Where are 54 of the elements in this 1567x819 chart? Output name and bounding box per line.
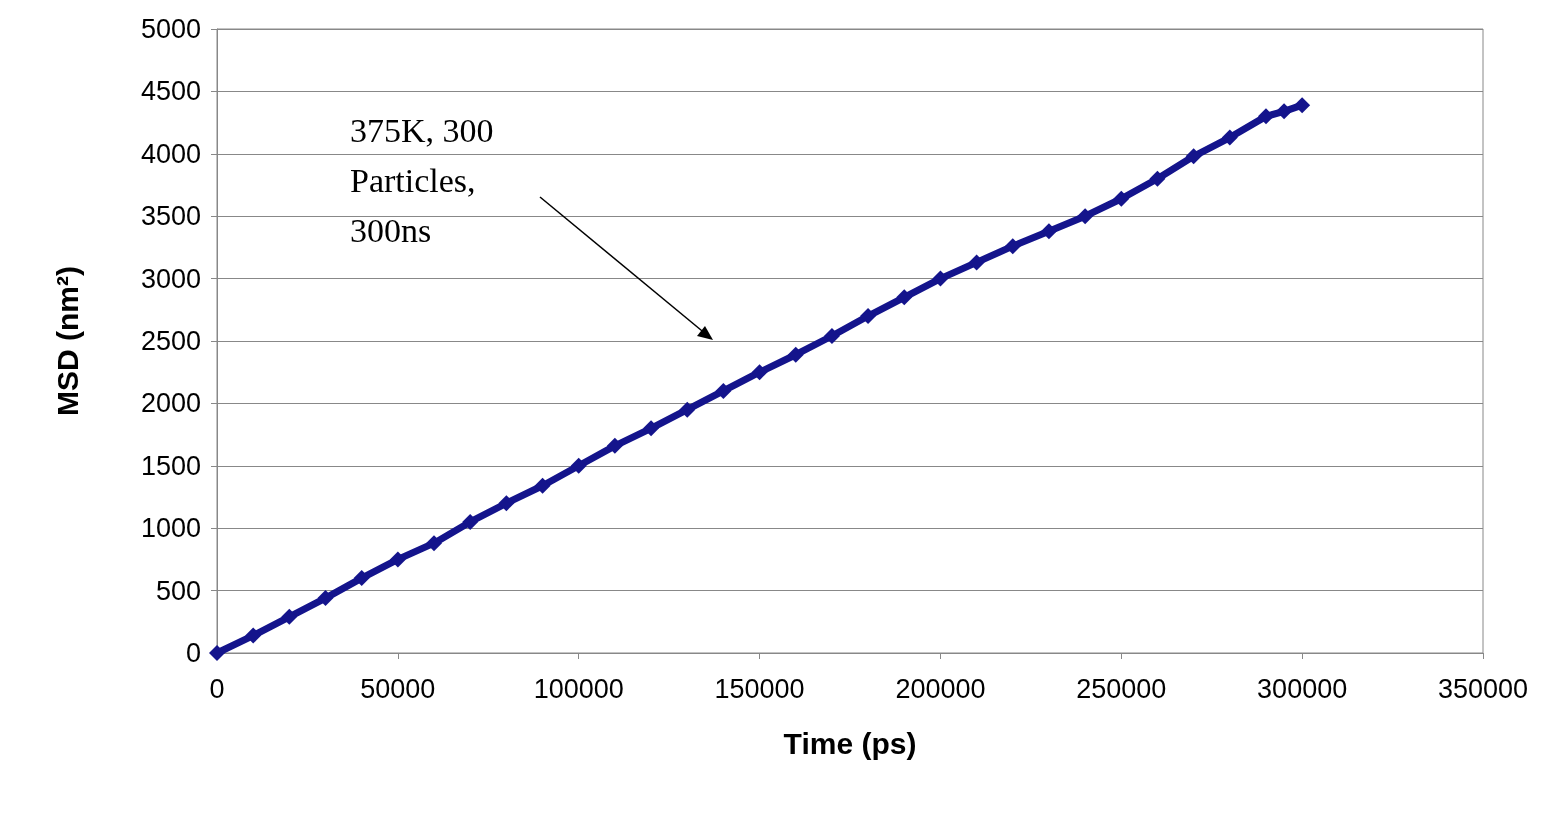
point bbox=[968, 254, 985, 271]
point bbox=[1004, 238, 1021, 255]
y-tick-label: 1000 bbox=[140, 513, 201, 544]
y-tick-label: 4500 bbox=[140, 76, 201, 107]
point bbox=[860, 308, 877, 325]
point bbox=[1294, 97, 1311, 114]
point bbox=[534, 477, 551, 494]
y-tick-label: 5000 bbox=[140, 14, 201, 44]
point bbox=[1040, 223, 1057, 240]
x-tick-label: 200000 bbox=[895, 673, 986, 704]
y-tick-label: 1500 bbox=[140, 450, 201, 481]
point bbox=[643, 420, 660, 437]
point bbox=[606, 437, 623, 454]
point bbox=[787, 346, 804, 363]
point bbox=[1221, 129, 1238, 146]
y-tick-label: 4000 bbox=[140, 138, 201, 169]
point bbox=[823, 328, 840, 345]
point bbox=[715, 382, 732, 399]
x-axis-title: Time (ps) bbox=[783, 726, 917, 760]
y-tick-label: 2000 bbox=[140, 388, 201, 419]
x-tick-label: 50000 bbox=[360, 673, 436, 704]
point bbox=[245, 627, 262, 644]
x-tick-label: 350000 bbox=[1437, 673, 1529, 704]
y-tick-label: 500 bbox=[155, 575, 201, 606]
point bbox=[209, 645, 225, 661]
y-tick-label: 0 bbox=[185, 638, 201, 668]
x-tick-label: 300000 bbox=[1257, 673, 1348, 704]
annotation: 375K, 300 Particles, 300ns bbox=[350, 111, 494, 249]
point bbox=[1113, 190, 1130, 207]
point bbox=[317, 590, 334, 607]
point bbox=[281, 608, 298, 625]
point bbox=[751, 364, 768, 381]
x-tick-label: 250000 bbox=[1076, 673, 1167, 704]
point bbox=[1276, 103, 1293, 120]
point bbox=[462, 513, 479, 530]
x-tick-label: 100000 bbox=[533, 673, 624, 704]
y-tick-label: 3500 bbox=[140, 201, 201, 232]
point bbox=[353, 570, 370, 587]
point bbox=[1185, 148, 1202, 165]
point bbox=[570, 457, 587, 474]
point bbox=[498, 495, 515, 512]
y-tick-label: 3000 bbox=[140, 263, 201, 294]
point bbox=[1077, 208, 1094, 225]
point bbox=[679, 401, 696, 418]
point bbox=[426, 535, 443, 552]
x-tick-label: 0 bbox=[209, 673, 225, 704]
point bbox=[1257, 108, 1274, 125]
y-tick-label: 2500 bbox=[140, 326, 201, 356]
point bbox=[896, 289, 913, 306]
y-axis-title: MSD (nm²) bbox=[50, 266, 84, 416]
x-tick-label: 150000 bbox=[714, 673, 805, 704]
point bbox=[1149, 170, 1166, 187]
point bbox=[389, 551, 406, 568]
point bbox=[932, 270, 949, 287]
